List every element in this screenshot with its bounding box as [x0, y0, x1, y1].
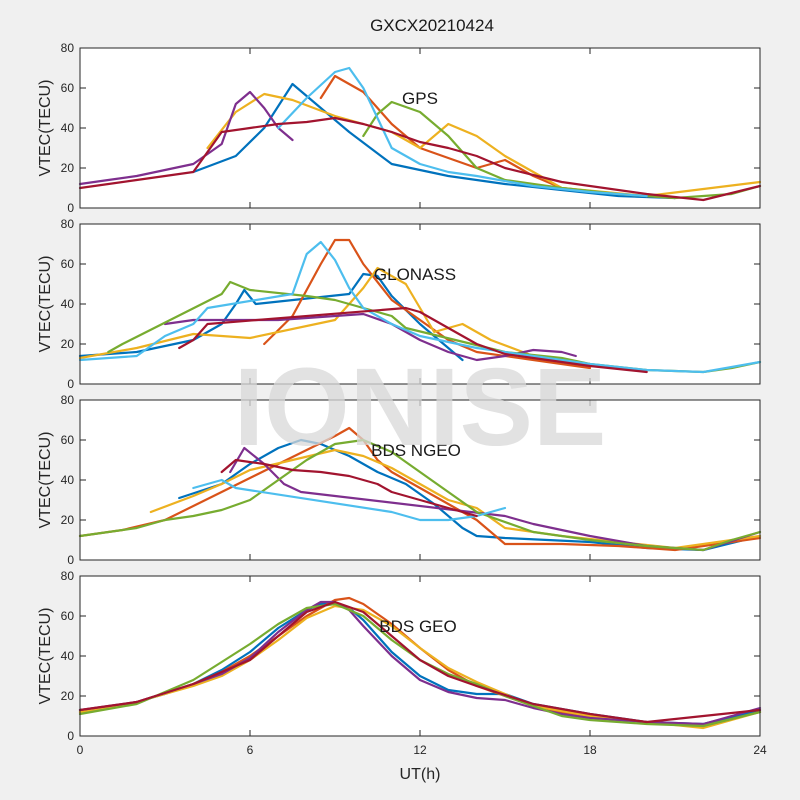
series-line-2 [78, 426, 762, 552]
y-tick-label: 80 [61, 217, 75, 231]
series-line-1 [178, 438, 762, 552]
panel-label: GPS [402, 89, 438, 108]
panel-2: 0 20 40 60 80 VTEC(TECU) GLONASS [37, 217, 762, 391]
series-line-6 [78, 240, 762, 374]
y-tick-label: 0 [67, 201, 74, 215]
series-line-6 [192, 478, 507, 522]
plot-area [80, 576, 760, 736]
series-line-2 [263, 238, 592, 370]
x-tick-label: 12 [413, 743, 427, 757]
series-line-5 [78, 602, 762, 728]
figure-title: GXCX20210424 [370, 16, 494, 35]
x-axis-label: UT(h) [400, 766, 441, 783]
series-line-7 [78, 116, 762, 202]
y-tick-label: 60 [61, 609, 75, 623]
y-tick-label: 40 [61, 649, 75, 663]
series-line-3 [78, 604, 762, 730]
y-tick-label: 80 [61, 41, 75, 55]
y-tick-label: 20 [61, 337, 75, 351]
y-axis-label: VTEC(TECU) [37, 432, 54, 529]
plot-area [80, 48, 760, 208]
panel-1: 0 20 40 60 80 VTEC(TECU) GPS [37, 41, 762, 215]
y-tick-label: 40 [61, 297, 75, 311]
y-tick-label: 60 [61, 257, 75, 271]
series-line-7 [220, 458, 478, 518]
y-tick-label: 20 [61, 161, 75, 175]
series-line-6 [78, 600, 762, 724]
y-tick-label: 80 [61, 569, 75, 583]
series-line-5 [78, 438, 762, 552]
panel-label: GLONASS [374, 265, 456, 284]
y-tick-label: 20 [61, 689, 75, 703]
y-tick-label: 40 [61, 121, 75, 135]
y-tick-label: 0 [67, 553, 74, 567]
x-tick-label: 6 [247, 743, 254, 757]
y-axis-label: VTEC(TECU) [37, 608, 54, 705]
y-axis-label: VTEC(TECU) [37, 80, 54, 177]
x-tick-label: 0 [77, 743, 84, 757]
watermark-text: IONISE [234, 346, 607, 469]
y-axis-label: VTEC(TECU) [37, 256, 54, 353]
x-tick-label: 24 [753, 743, 767, 757]
y-tick-label: 0 [67, 377, 74, 391]
y-tick-label: 0 [67, 729, 74, 743]
panel-4: 0 6 12 18 24 0 20 40 60 80 VTEC(TECU) BDS GEO UT(h) [37, 569, 767, 783]
panel-label: BDS GEO [379, 617, 456, 636]
y-tick-label: 60 [61, 81, 75, 95]
y-tick-label: 60 [61, 433, 75, 447]
series-line-3 [206, 92, 762, 198]
plot-area [80, 400, 760, 560]
plot-area [80, 224, 760, 384]
y-tick-label: 80 [61, 393, 75, 407]
panel-label: BDS NGEO [371, 441, 461, 460]
y-tick-label: 20 [61, 513, 75, 527]
y-tick-label: 40 [61, 473, 75, 487]
series-line-7 [178, 306, 648, 374]
x-tick-label: 18 [583, 743, 597, 757]
series-line-6 [277, 66, 648, 198]
series-line-4 [78, 90, 294, 186]
panel-3: 0 20 40 60 80 VTEC(TECU) BDS NGEO [37, 393, 762, 567]
